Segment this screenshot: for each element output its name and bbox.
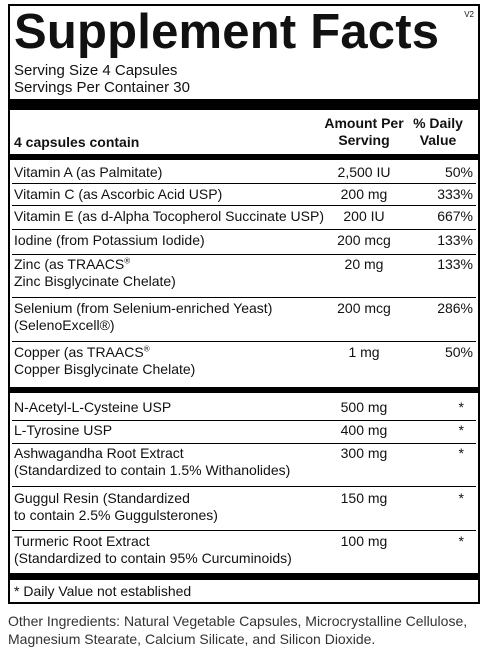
row-divider xyxy=(12,443,476,444)
panel-title: Supplement Facts xyxy=(14,5,440,59)
nutrient-name-line2: (SelenoExcell®) xyxy=(14,317,115,333)
nutrient-name-line1: Ashwagandha Root Extract xyxy=(14,445,184,461)
nutrient-name-line1: N-Acetyl-L-Cysteine USP xyxy=(14,399,172,415)
nutrient-name-line1: Turmeric Root Extract xyxy=(14,533,150,549)
row-divider xyxy=(12,229,476,230)
nutrient-daily-value: 133% xyxy=(437,232,473,248)
header-amount-line2: Serving xyxy=(338,132,390,148)
version-label: V2 xyxy=(464,10,474,19)
nutrient-daily-value: * xyxy=(458,490,464,506)
medium-divider-2 xyxy=(10,387,478,393)
nutrient-daily-value: * xyxy=(458,422,464,438)
nutrient-name: Turmeric Root Extract (Standardized to co… xyxy=(14,533,292,567)
nutrient-name-line2: (Standardized to contain 95% Curcuminoid… xyxy=(14,550,292,566)
row-divider xyxy=(12,183,476,184)
supplement-facts-panel: Supplement Facts V2 Serving Size 4 Capsu… xyxy=(8,4,480,604)
nutrient-name: Vitamin A (as Palmitate) xyxy=(14,164,162,181)
row-divider xyxy=(12,530,476,531)
nutrient-name: Iodine (from Potassium Iodide) xyxy=(14,232,205,249)
nutrient-name: Copper (as TRAACS® Copper Bisglycinate Ch… xyxy=(14,344,195,378)
nutrient-name: Vitamin C (as Ascorbic Acid USP) xyxy=(14,186,222,203)
nutrient-amount: 1 mg xyxy=(348,344,380,360)
nutrient-amount: 200 IU xyxy=(343,208,385,224)
nutrient-name: Ashwagandha Root Extract (Standardized to… xyxy=(14,445,290,479)
nutrient-name: L-Tyrosine USP xyxy=(14,422,112,439)
row-divider xyxy=(12,420,476,421)
medium-divider xyxy=(10,154,478,160)
nutrient-name-line1: Zinc (as TRAACS xyxy=(14,256,125,272)
nutrient-daily-value: 667% xyxy=(437,208,473,224)
row-divider xyxy=(12,205,476,206)
serving-size: Serving Size 4 Capsules xyxy=(14,62,178,79)
nutrient-name-line2: Zinc Bisglycinate Chelate) xyxy=(14,273,176,289)
nutrient-name-line2: Copper Bisglycinate Chelate) xyxy=(14,361,196,377)
nutrient-name-line1: Vitamin E (as d-Alpha Tocopherol Succina… xyxy=(14,208,324,224)
servings-per-container: Servings Per Container 30 xyxy=(14,79,190,96)
daily-value-footnote: * Daily Value not established xyxy=(14,583,192,599)
nutrient-daily-value: 333% xyxy=(437,186,473,202)
nutrient-amount: 400 mg xyxy=(340,422,388,438)
row-divider xyxy=(12,254,476,255)
header-amount: Amount Per Serving xyxy=(310,115,418,149)
nutrient-amount: 200 mcg xyxy=(337,232,391,248)
nutrient-daily-value: 133% xyxy=(437,256,473,272)
nutrient-name-line2: (Standardized to contain 1.5% Withanolid… xyxy=(14,462,291,478)
nutrient-name-line1: Selenium (from Selenium-enriched Yeast) xyxy=(14,300,273,316)
nutrient-name-line1: Vitamin C (as Ascorbic Acid USP) xyxy=(14,186,223,202)
row-divider xyxy=(12,297,476,298)
header-dv-line1: % Daily xyxy=(413,115,463,131)
nutrient-name-line2: to contain 2.5% Guggulsterones) xyxy=(14,507,218,523)
nutrient-name-line1: Copper (as TRAACS xyxy=(14,344,144,360)
nutrient-name-line1: Vitamin A (as Palmitate) xyxy=(14,164,163,180)
nutrient-amount: 20 mg xyxy=(344,256,384,272)
nutrient-amount: 500 mg xyxy=(340,399,388,415)
row-divider xyxy=(12,486,476,487)
nutrient-amount: 200 mcg xyxy=(337,300,391,316)
nutrient-daily-value: * xyxy=(458,445,464,461)
header-daily-value: % Daily Value xyxy=(403,115,473,149)
nutrient-daily-value: 50% xyxy=(444,164,473,180)
nutrient-amount: 200 mg xyxy=(340,186,388,202)
nutrient-amount: 100 mg xyxy=(340,533,388,549)
nutrient-amount: 150 mg xyxy=(340,490,388,506)
header-capsules: 4 capsules contain xyxy=(14,134,140,150)
registered-mark: ® xyxy=(143,344,150,354)
nutrient-name: Selenium (from Selenium-enriched Yeast)(… xyxy=(14,300,272,334)
nutrient-daily-value: * xyxy=(458,399,464,415)
registered-mark: ® xyxy=(124,256,131,266)
header-dv-line2: Value xyxy=(419,132,457,148)
nutrient-name-line1: L-Tyrosine USP xyxy=(14,422,113,438)
nutrient-name: N-Acetyl-L-Cysteine USP xyxy=(14,399,171,416)
nutrient-name-line1: Guggul Resin (Standardized xyxy=(14,490,190,506)
nutrient-name: Vitamin E (as d-Alpha Tocopherol Succina… xyxy=(14,208,324,225)
nutrient-daily-value: * xyxy=(458,533,464,549)
bottom-divider xyxy=(10,573,478,580)
nutrient-daily-value: 286% xyxy=(437,300,473,316)
nutrient-name-line1: Iodine (from Potassium Iodide) xyxy=(14,232,205,248)
row-divider xyxy=(12,341,476,342)
nutrient-amount: 300 mg xyxy=(340,445,388,461)
header-amount-line1: Amount Per xyxy=(324,115,404,131)
nutrient-amount: 2,500 IU xyxy=(337,164,391,180)
other-ingredients: Other Ingredients: Natural Vegetable Cap… xyxy=(8,613,468,647)
nutrient-daily-value: 50% xyxy=(444,344,473,360)
nutrient-name: Zinc (as TRAACS® Zinc Bisglycinate Chelat… xyxy=(14,256,176,290)
nutrient-name: Guggul Resin (Standardized to contain 2.5… xyxy=(14,490,218,524)
thick-divider xyxy=(10,99,478,110)
